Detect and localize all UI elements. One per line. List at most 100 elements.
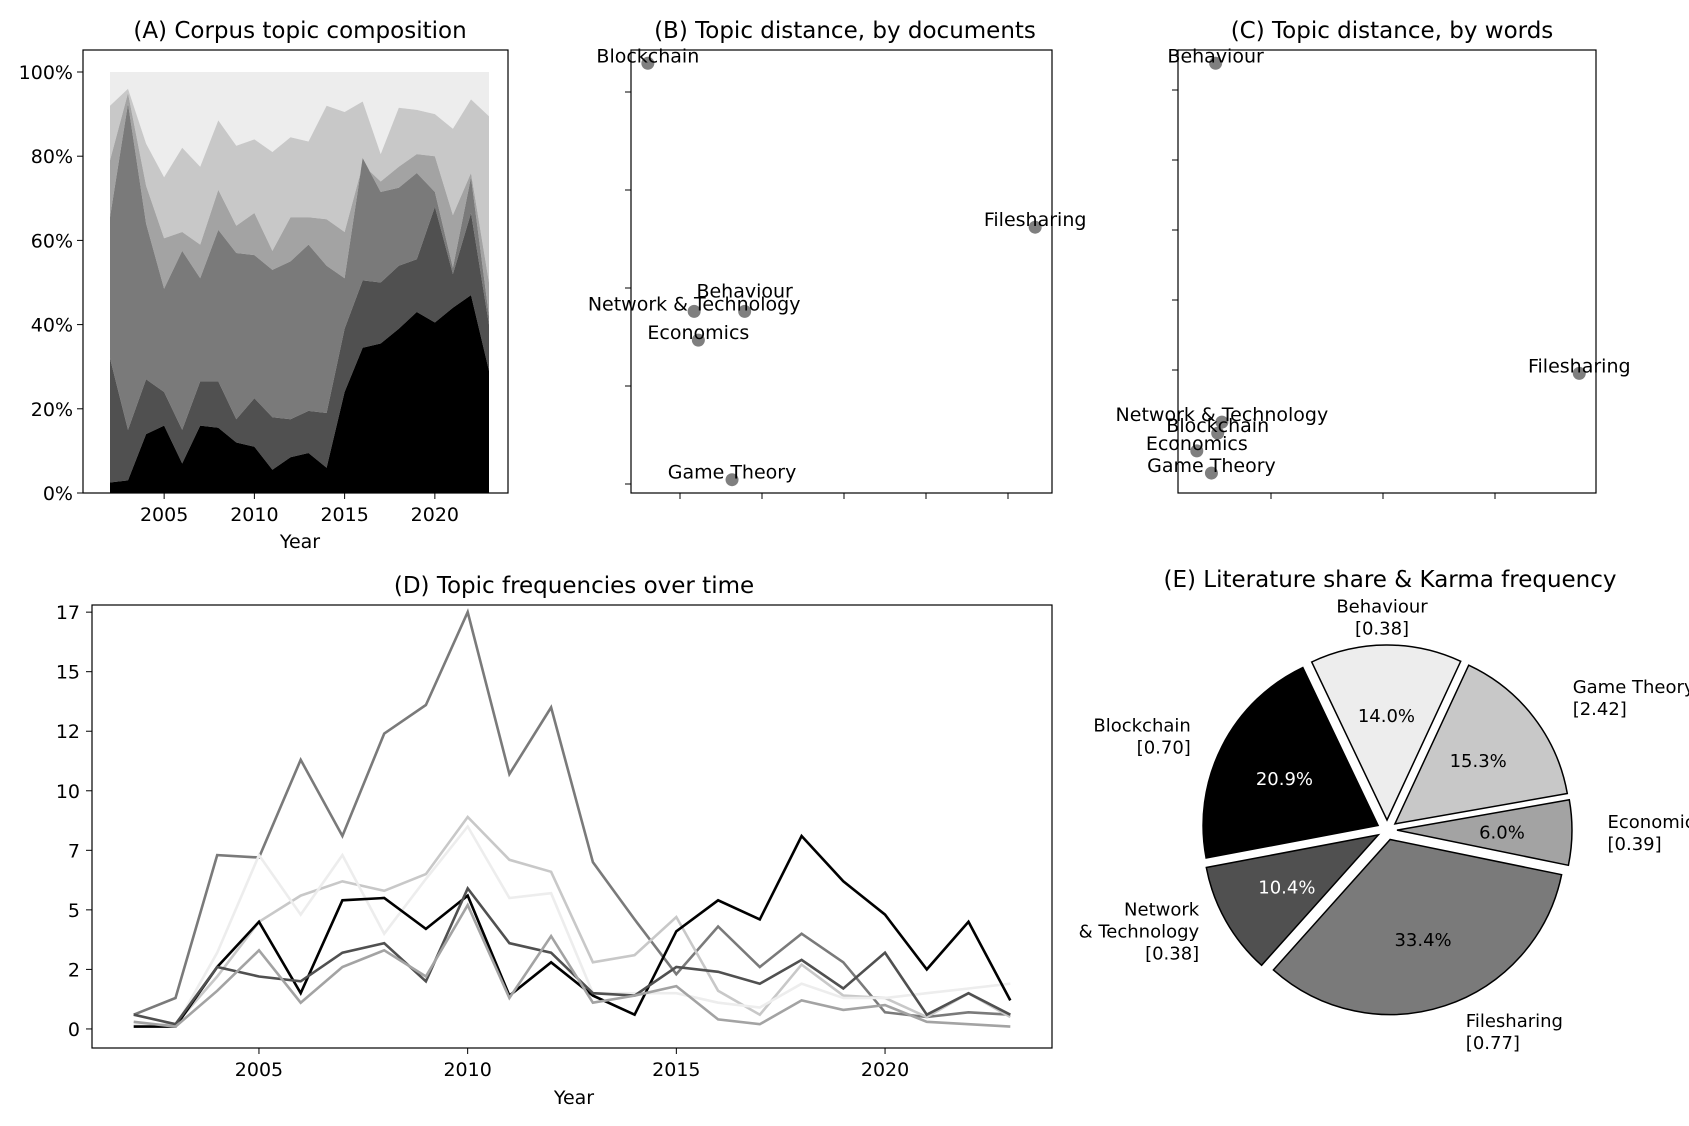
point-economics: [1190, 444, 1204, 458]
area-layer-1: [110, 206, 489, 483]
panel-d-frame: [91, 604, 1053, 1049]
y-tick-label: 7: [68, 840, 80, 862]
panel-b: (B) Topic distance, by documents Blockch…: [588, 18, 1087, 499]
pie-slice-5: [1396, 798, 1573, 867]
pie-karma-value: [0.38]: [1355, 619, 1409, 640]
pie-slice-name: Economics: [1608, 812, 1689, 833]
point-network-technology: [1215, 415, 1229, 429]
panel-d-title: (D) Topic frequencies over time: [394, 573, 754, 599]
y-tick-label: 40%: [31, 315, 73, 337]
series-line-1: [133, 814, 1011, 1028]
point-game-theory: [725, 473, 739, 487]
y-tick-label: 12: [56, 721, 80, 743]
pie-karma-value: [0.38]: [1145, 944, 1199, 965]
panel-e-plot: 15.3%Game Theory [2.42]14.0%Behaviour [0.3…: [1079, 597, 1689, 1055]
pie-slice-name: Filesharing: [1466, 1011, 1563, 1032]
pie-slice-name: Blockchain: [1093, 716, 1190, 737]
panel-d-xlabel: Year: [553, 1087, 594, 1109]
y-tick-label: 2: [68, 959, 80, 981]
x-tick-label: 2020: [411, 504, 459, 526]
pie-pct-label: 14.0%: [1358, 706, 1415, 727]
pie-slice-0: [1393, 664, 1569, 825]
point-label: Filesharing: [984, 209, 1087, 231]
area-layer-3: [110, 93, 489, 317]
point-label: Behaviour: [696, 280, 793, 302]
x-tick-label: 2015: [652, 1059, 700, 1081]
series-line-4: [133, 885, 1011, 1026]
area-layer-4: [110, 88, 489, 283]
point-label: Blockchain: [1166, 415, 1269, 437]
panel-e: (E) Literature share & Karma frequency 1…: [1079, 567, 1689, 1054]
pie-slice-name: Game Theory: [1573, 677, 1689, 698]
point-label: Blockchain: [596, 45, 699, 67]
panel-d-plot: 2005 2010 2015 2020 0 2 5 7 10 12 15 17: [56, 602, 1053, 1081]
x-tick-label: 2005: [235, 1059, 283, 1081]
pie-outer-label: Blockchain [0.70]: [1093, 716, 1190, 759]
area-layer-5: [110, 72, 489, 178]
panel-a-xlabel: Year: [279, 531, 320, 553]
point-blockchain: [1211, 426, 1225, 440]
panel-b-title: (B) Topic distance, by documents: [654, 18, 1036, 44]
point-network-technology: [687, 304, 701, 318]
pie-karma-value: [0.77]: [1466, 1033, 1520, 1054]
pie-outer-label: Economics[0.39]: [1608, 812, 1689, 855]
pie-pct-label: 20.9%: [1256, 769, 1313, 790]
point-game-theory: [1204, 466, 1218, 480]
pie-pct-label: 15.3%: [1450, 751, 1507, 772]
pie-slice-2: [1202, 666, 1380, 859]
pie-slice-3: [1205, 833, 1381, 967]
y-tick-label: 5: [68, 900, 80, 922]
pie-slice-name: Network: [1124, 900, 1200, 921]
point-label: Economics: [647, 322, 749, 344]
pie-outer-label: Game Theory [2.42]: [1573, 677, 1689, 720]
series-line-0: [133, 608, 1011, 1019]
x-tick-label: 2010: [443, 1059, 491, 1081]
point-blockchain: [641, 56, 655, 70]
x-tick-label: 2005: [140, 504, 188, 526]
pie-slice-1: [1310, 644, 1462, 822]
panel-d: (D) Topic frequencies over time 2005 2010…: [56, 573, 1053, 1109]
pie-outer-label: Filesharing [0.77]: [1466, 1011, 1563, 1054]
pie-slice-4: [1272, 838, 1563, 1016]
area-layer-0: [110, 295, 489, 493]
pie-slice-name: & Technology: [1079, 922, 1200, 943]
pie-pct-label: 33.4%: [1394, 930, 1451, 951]
panel-e-title: (E) Literature share & Karma frequency: [1163, 567, 1616, 593]
pie-pct-label: 10.4%: [1258, 878, 1315, 899]
y-tick-label: 0: [68, 1019, 80, 1041]
y-tick-label: 0%: [43, 483, 73, 505]
x-tick-label: 2020: [861, 1059, 909, 1081]
pie-slice-name: Behaviour: [1336, 597, 1428, 618]
area-layer-2: [110, 103, 489, 430]
y-tick-label: 100%: [19, 62, 73, 84]
x-tick-label: 2010: [230, 504, 278, 526]
series-line-5: [133, 902, 1011, 1028]
x-tick-label: 2015: [320, 504, 368, 526]
y-tick-label: 20%: [31, 399, 73, 421]
point-label: Filesharing: [1528, 355, 1631, 377]
y-tick-label: 15: [56, 662, 80, 684]
point-behaviour: [738, 304, 752, 318]
series-line-3: [133, 833, 1012, 1028]
panel-c: (C) Topic distance, by words Behaviour Fi…: [1116, 18, 1631, 499]
panel-frame: [630, 49, 1053, 494]
pie-outer-label: Network & Technology [0.38]: [1079, 900, 1200, 965]
y-tick-label: 60%: [31, 230, 73, 252]
pie-karma-value: [2.42]: [1573, 699, 1627, 720]
panel-a-frame: [82, 49, 509, 494]
point-label: Economics: [1146, 433, 1248, 455]
point-economics: [691, 333, 705, 347]
point-label: Behaviour: [1167, 45, 1264, 67]
panel-a-title: (A) Corpus topic composition: [133, 18, 466, 44]
point-behaviour: [1209, 56, 1223, 70]
y-tick-label: 80%: [31, 146, 73, 168]
panel-a: (A) Corpus topic composition 2005 2010 201…: [19, 18, 509, 553]
pie-outer-label: Behaviour [0.38]: [1336, 597, 1428, 640]
point-filesharing: [1028, 220, 1042, 234]
pie-karma-value: [0.39]: [1608, 834, 1662, 855]
point-label: Game Theory: [668, 462, 797, 484]
y-tick-label: 17: [56, 602, 80, 624]
pie-karma-value: [0.70]: [1137, 738, 1191, 759]
